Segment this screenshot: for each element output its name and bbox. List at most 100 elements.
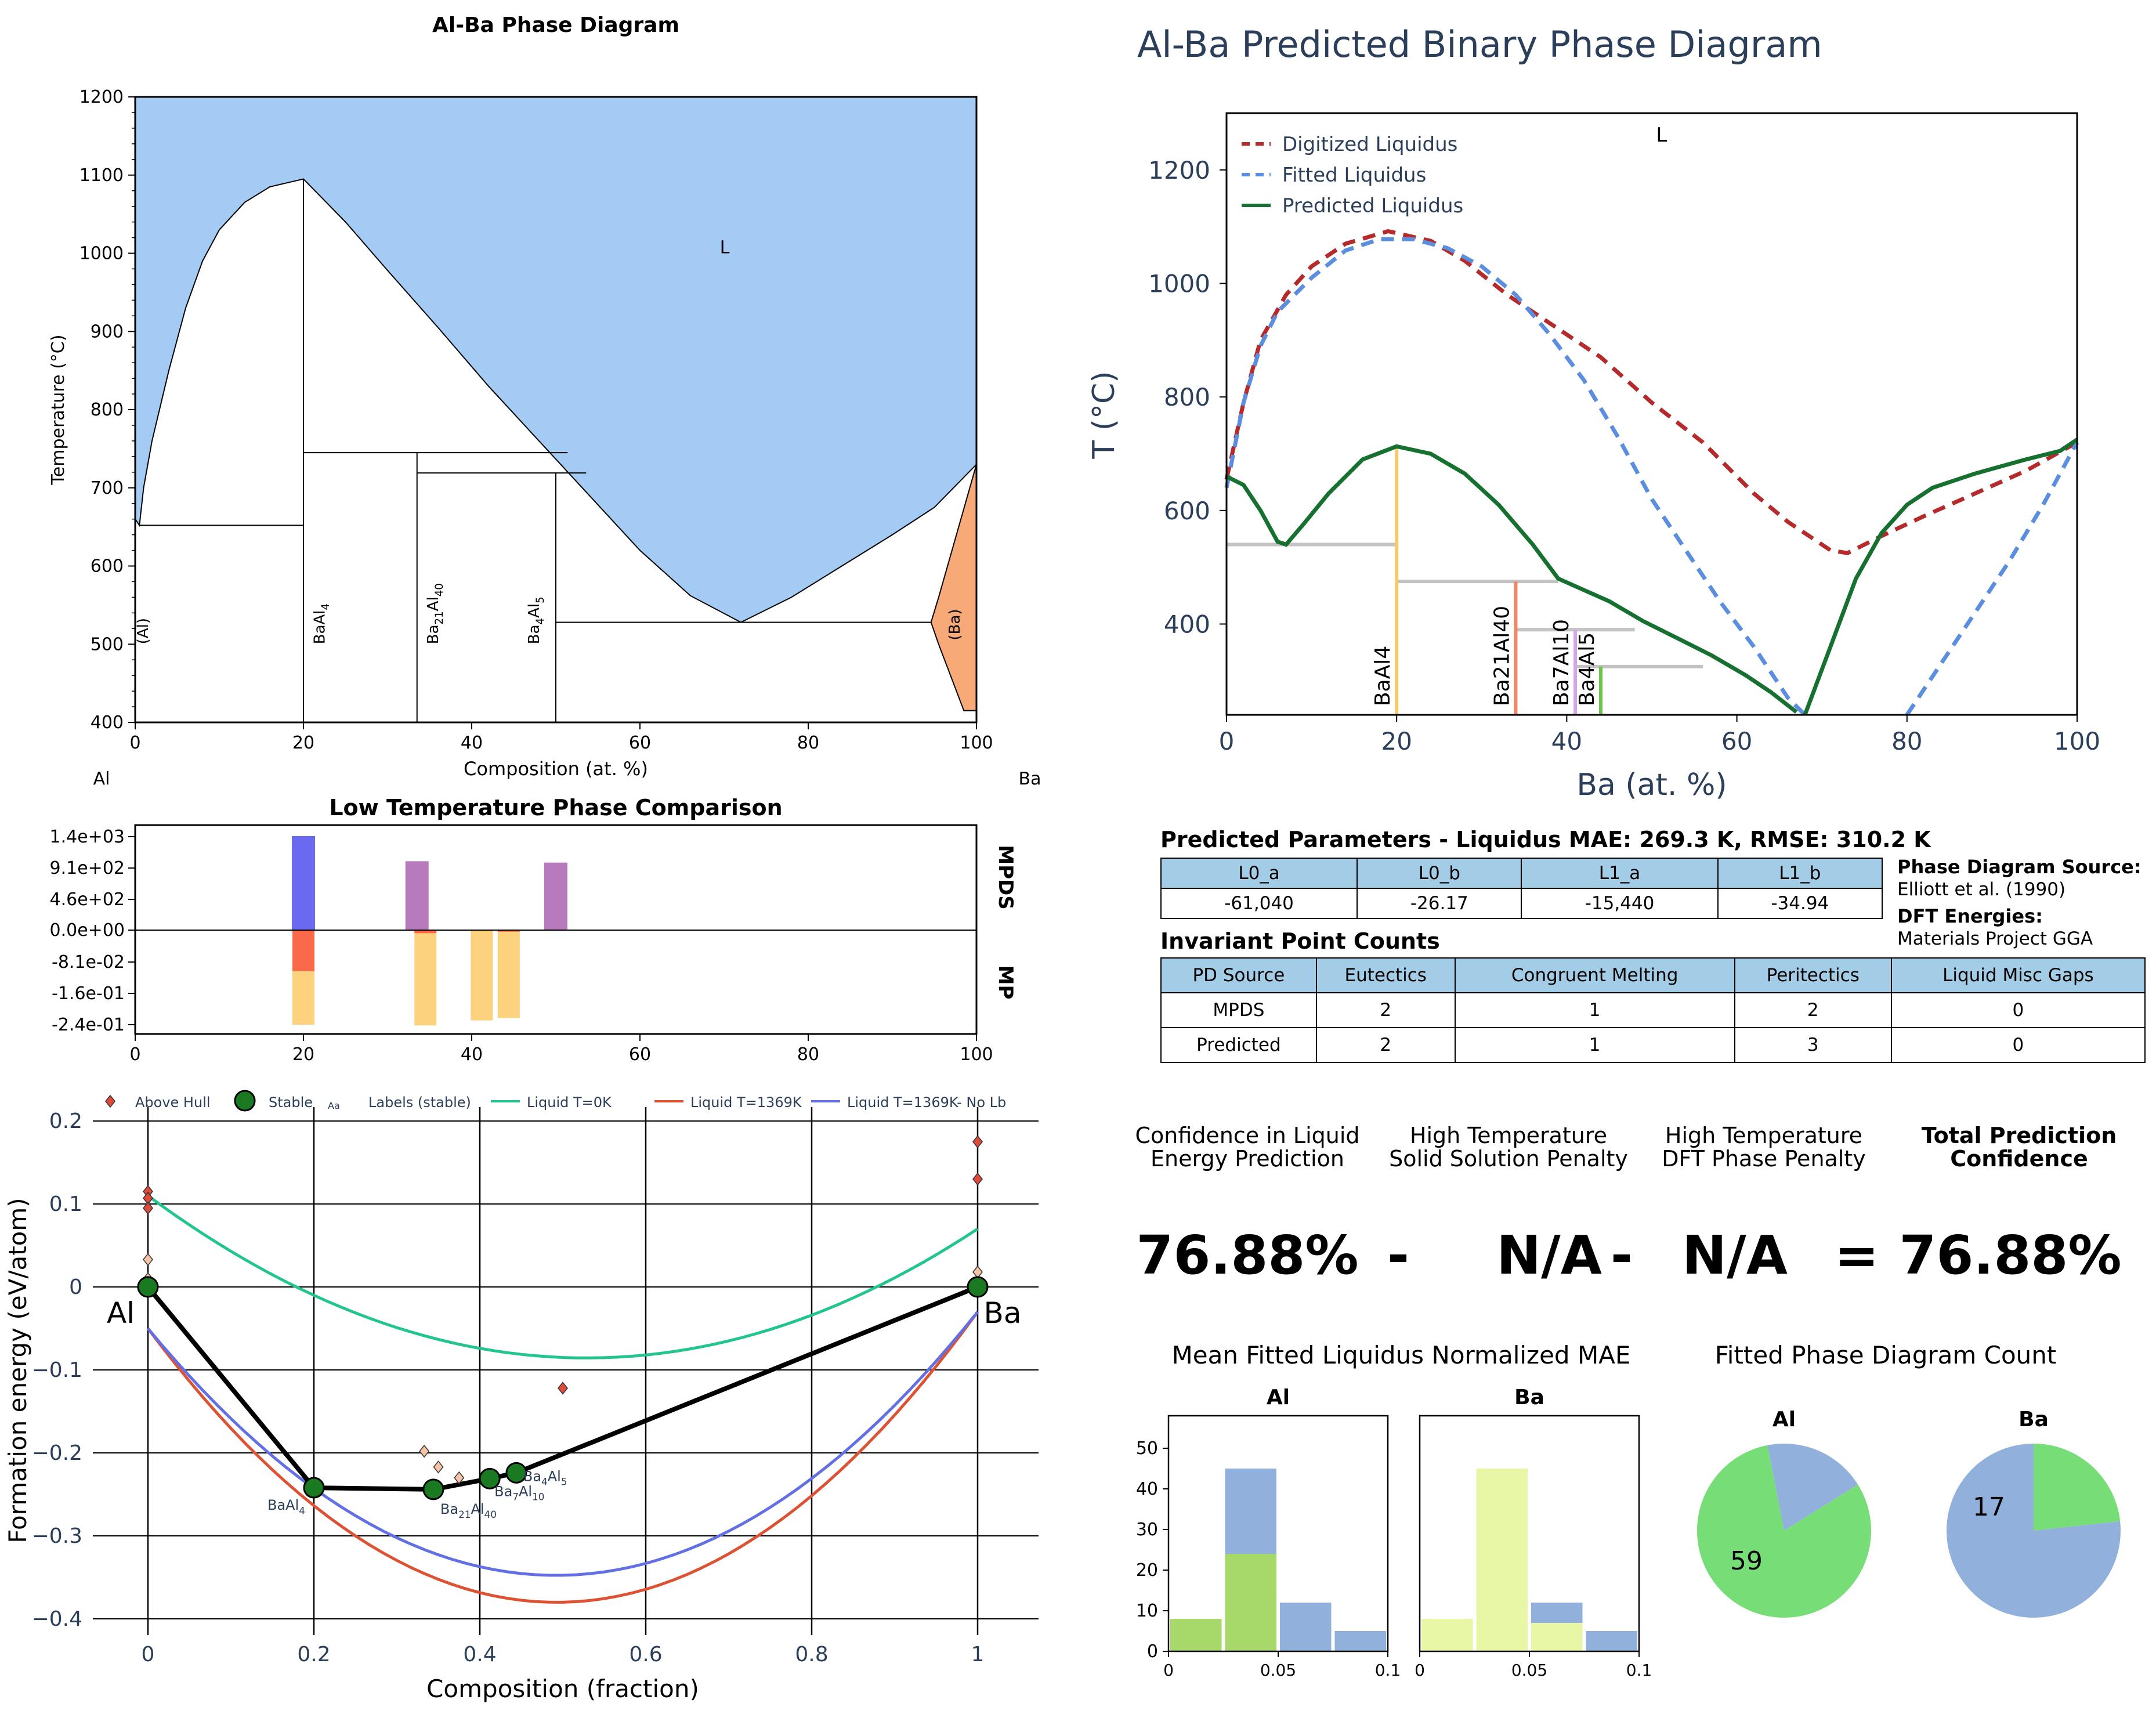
invariant-cell: 0	[1890, 1027, 2146, 1063]
confidence-header: Total Prediction	[1922, 1123, 2117, 1148]
y-tick-label: 0	[69, 1275, 82, 1299]
legend-label: Above Hull	[135, 1094, 211, 1111]
x-tick-label: 0.2	[297, 1643, 330, 1666]
y-tick-label: 600	[91, 556, 124, 577]
x-tick-label: 80	[797, 1044, 819, 1065]
x-tick-label: 0.1	[1375, 1661, 1401, 1680]
liquid-curve	[147, 1194, 979, 1359]
hist-bar	[1280, 1603, 1332, 1651]
pie-title: Ba	[2018, 1408, 2049, 1431]
phase-line-label: Ba4Al5	[1575, 632, 1599, 706]
chart-title: Al-Ba Phase Diagram	[432, 13, 679, 37]
pie-title: Al	[1772, 1408, 1796, 1431]
y-tick-label: −0.4	[32, 1607, 82, 1631]
x-tick-label: 0.6	[629, 1643, 662, 1666]
x-tick-label: 60	[629, 1044, 651, 1065]
solid-solution-penalty-value: N/A	[1496, 1224, 1602, 1286]
liquid-confidence-value: 76.88%	[1136, 1224, 1358, 1286]
mp-bar-red-segment	[292, 930, 314, 971]
above-hull-point	[433, 1460, 444, 1474]
y-tick-label: 0.2	[49, 1109, 82, 1133]
y-tick-label: 400	[1164, 610, 1210, 638]
phase-label: (Al)	[135, 618, 152, 644]
phase-line-label: BaAl4	[1371, 646, 1395, 706]
y-tick-label: 900	[91, 321, 124, 342]
x-tick-label: 20	[1381, 727, 1412, 755]
invariant-point-table: PD Source Eutectics Congruent Melting Pe…	[1160, 957, 2146, 1063]
liquidus-series-line	[1905, 441, 2079, 716]
invariant-cell: 3	[1734, 1027, 1892, 1063]
mp-bar-red-segment	[497, 930, 520, 932]
confidence-header: DFT Phase Penalty	[1662, 1146, 1866, 1171]
stable-point	[422, 1478, 444, 1500]
param-header: L1_b	[1717, 858, 1883, 889]
above-hull-point	[419, 1444, 430, 1458]
legend-label-sample: Aa	[328, 1100, 340, 1111]
above-hull-point	[972, 1172, 983, 1186]
param-value: -34.94	[1717, 888, 1883, 919]
liquidus-boundary-line	[135, 178, 977, 623]
pie-slice-blue	[1946, 1444, 2121, 1618]
stable-point	[303, 1477, 325, 1499]
y-tick-label: 4.6e+02	[50, 889, 125, 910]
above-hull-point	[143, 1253, 153, 1267]
hist-bar	[1586, 1631, 1637, 1651]
legend-label: Predicted Liquidus	[1282, 194, 1463, 218]
pie-slice-green	[2034, 1444, 2121, 1531]
param-value: -15,440	[1521, 888, 1719, 919]
above-hull-point	[454, 1471, 465, 1485]
liquid-curve	[147, 1311, 979, 1577]
invariant-cell: 1	[1454, 992, 1735, 1028]
confidence-header: Energy Prediction	[1151, 1146, 1344, 1171]
mpds-bar	[405, 861, 429, 931]
x-tick-label: 40	[461, 733, 483, 753]
x-tick-label: 0.4	[463, 1643, 496, 1666]
x-tick-label: 80	[1891, 727, 1922, 755]
liquidus-series-line	[1225, 444, 1798, 714]
legend-label: Stable	[269, 1094, 313, 1111]
mp-bar-red-segment	[414, 930, 437, 934]
confidence-header: High Temperature	[1410, 1123, 1607, 1148]
param-header: L0_b	[1356, 858, 1522, 889]
x-tick-label: 0.05	[1511, 1661, 1547, 1680]
confidence-header: Confidence in Liquid	[1135, 1123, 1359, 1148]
x-tick-label: 0.05	[1260, 1661, 1296, 1680]
y-axis-label: T (°C)	[1087, 371, 1122, 459]
stable-phase-label: Ba7Al10	[494, 1483, 544, 1502]
x-tick-label: 0	[1163, 1661, 1174, 1680]
mpds-bar	[544, 862, 567, 931]
legend-label: Liquid T=1369K- No Lb	[847, 1094, 1006, 1111]
hist-title: Ba	[1514, 1386, 1544, 1409]
param-value: -61,040	[1160, 888, 1358, 919]
y-tick-label: 1200	[1148, 156, 1210, 185]
x-axis-label: Composition (fraction)	[426, 1675, 699, 1703]
y-tick-label: -2.4e-01	[52, 1015, 125, 1035]
stable-phase-label: Ba4Al5	[523, 1468, 567, 1487]
plot-frame	[1225, 112, 2078, 716]
legend-label: Liquid T=0K	[527, 1094, 612, 1111]
dft-value: Materials Project GGA	[1897, 928, 2093, 949]
phase-label: Ba4Al5	[526, 596, 547, 644]
liquid-label: L	[1656, 124, 1667, 147]
x-tick-label: 0.1	[1626, 1661, 1652, 1680]
y-tick-label: 20	[1136, 1560, 1158, 1581]
mp-side-label: MP	[994, 966, 1017, 1000]
legend-label: Labels (stable)	[368, 1094, 471, 1111]
y-tick-label: 0.0e+00	[50, 920, 125, 941]
mp-bar	[497, 930, 520, 1018]
chart-title: Al-Ba Predicted Binary Phase Diagram	[1137, 23, 1822, 66]
confidence-header: Solid Solution Penalty	[1389, 1146, 1628, 1171]
legend-label: Digitized Liquidus	[1282, 133, 1457, 156]
y-tick-label: -8.1e-02	[52, 952, 125, 972]
liquid-region	[135, 97, 976, 623]
invariant-cell: Predicted	[1160, 1027, 1317, 1063]
x-tick-label: 0.8	[795, 1643, 828, 1666]
param-header: L0_a	[1160, 858, 1358, 889]
invariants-title: Invariant Point Counts	[1160, 928, 1440, 954]
element-label-left: Al	[107, 1296, 135, 1330]
x-tick-label: 100	[960, 1044, 993, 1065]
confidence-header: High Temperature	[1665, 1123, 1862, 1148]
y-tick-label: 1000	[1148, 269, 1210, 298]
x-tick-label: 1	[971, 1643, 985, 1666]
liquidus-series-line	[1224, 229, 2078, 555]
